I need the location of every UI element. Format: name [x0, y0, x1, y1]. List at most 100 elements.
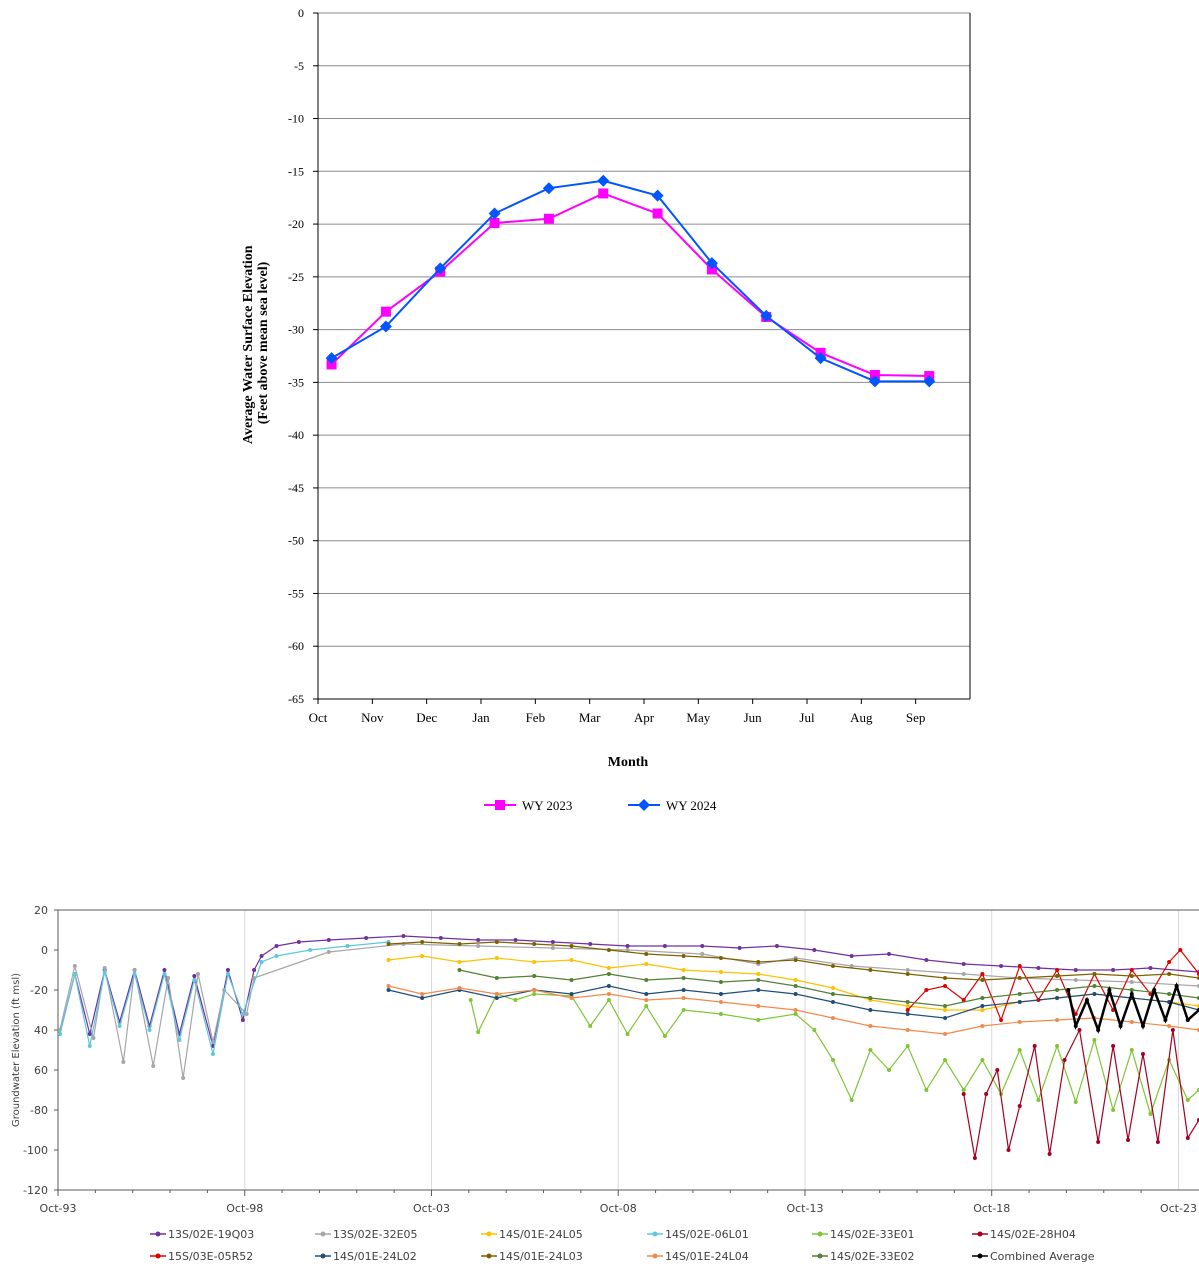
- c2-data-point: [588, 942, 593, 946]
- c1-legend-marker: [638, 799, 650, 811]
- c2-data-point: [756, 960, 761, 964]
- c2-data-point: [386, 988, 391, 992]
- c1-legend-label: WY 2024: [666, 798, 717, 813]
- c2-data-point: [162, 972, 167, 976]
- c2-data-point: [905, 1004, 910, 1008]
- c2-data-point: [905, 972, 910, 976]
- c1-ytick-label: -25: [288, 270, 304, 284]
- c2-xtick-label: Oct-98: [226, 1202, 263, 1215]
- c2-data-point: [1055, 988, 1060, 992]
- c2-data-point: [532, 942, 537, 946]
- c1-data-point: [542, 182, 555, 195]
- c2-data-point: [1092, 972, 1097, 976]
- c2-legend-label: 14S/01E-24L02: [333, 1250, 417, 1263]
- c1-data-point: [869, 369, 880, 380]
- c2-data-point: [943, 1016, 948, 1020]
- c2-legend: 13S/02E-19Q03 13S/02E-32E05 14S/01E-24L05 1…: [150, 1228, 1095, 1263]
- c2-legend-label: 13S/02E-32E05: [333, 1228, 418, 1241]
- c2-data-point: [887, 952, 892, 956]
- c2-legend-label: 14S/01E-24L03: [499, 1250, 583, 1263]
- c2-data-point: [420, 940, 425, 944]
- c2-data-point: [386, 984, 391, 988]
- c1-series: [325, 174, 936, 388]
- c2-data-point: [457, 942, 462, 946]
- c2-series-4: [57, 940, 391, 1056]
- c2-data-point: [177, 1038, 182, 1042]
- c2-data-point: [1077, 1028, 1082, 1032]
- c2-data-point: [1036, 966, 1041, 970]
- c2-data-point: [457, 960, 462, 964]
- c2-legend-marker: [320, 1231, 326, 1237]
- c1-data-point: [598, 188, 609, 199]
- c2-data-point: [606, 998, 611, 1002]
- c2-data-point: [1185, 1098, 1190, 1102]
- c1-xtick-label: Sep: [906, 710, 926, 725]
- c2-data-point: [532, 974, 537, 978]
- c2-data-point: [166, 976, 171, 980]
- c2-data-point: [87, 1044, 92, 1048]
- c2-data-point: [1140, 1024, 1145, 1028]
- c1-ytick-label: -10: [288, 112, 304, 126]
- c1-ytick-label: -50: [288, 534, 304, 548]
- c2-data-point: [1170, 1028, 1175, 1032]
- c2-data-point: [420, 992, 425, 996]
- c2-data-point: [849, 964, 854, 968]
- c2-legend-marker: [486, 1253, 492, 1259]
- c2-data-point: [905, 968, 910, 972]
- c1-x-axis-title: Month: [608, 755, 649, 770]
- c2-data-point: [225, 968, 230, 972]
- c2-data-point: [192, 974, 197, 978]
- c2-data-point: [1073, 1012, 1078, 1016]
- c2-data-point: [961, 962, 966, 966]
- c2-ytick-label: 40: [34, 1024, 48, 1037]
- c2-data-point: [793, 984, 798, 988]
- c2-ytick-label: 60: [34, 1064, 48, 1077]
- c2-data-point: [625, 948, 630, 952]
- c2-data-point: [274, 954, 279, 958]
- c2-data-point: [718, 1012, 723, 1016]
- c2-data-point: [147, 1028, 152, 1032]
- c2-legend-marker: [486, 1231, 492, 1237]
- c1-xtick-label: Aug: [850, 710, 873, 725]
- c2-data-point: [943, 984, 948, 988]
- c2-data-point: [980, 972, 985, 976]
- c2-data-point: [569, 944, 574, 948]
- c2-data-point: [849, 1098, 854, 1102]
- c2-data-point: [980, 1024, 985, 1028]
- c2-data-point: [700, 944, 705, 948]
- c2-data-point: [812, 1028, 817, 1032]
- c2-data-point: [151, 1064, 156, 1068]
- c1-series-2: [325, 174, 936, 388]
- c2-legend-label: 14S/02E-28H04: [990, 1228, 1076, 1241]
- c1-data-point: [380, 306, 391, 317]
- c2-data-point: [181, 1076, 186, 1080]
- c2-series-11: [457, 968, 1199, 1008]
- c2-data-point: [532, 992, 537, 996]
- c2-series-line: [388, 955, 1199, 1011]
- c2-data-point: [606, 972, 611, 976]
- c2-ytick-label: -120: [23, 1184, 48, 1197]
- c2-data-point: [117, 1024, 122, 1028]
- c2-data-point: [386, 958, 391, 962]
- c2-data-point: [1129, 968, 1134, 972]
- c2-data-point: [386, 942, 391, 946]
- c2-data-point: [72, 964, 77, 968]
- c2-data-point: [1073, 978, 1078, 982]
- c2-data-point: [1017, 964, 1022, 968]
- c2-data-point: [1185, 1136, 1190, 1140]
- c2-data-point: [244, 1012, 249, 1016]
- c2-ytick-label: -80: [30, 1104, 48, 1117]
- c2-data-point: [476, 938, 481, 942]
- c2-axes: [54, 909, 1199, 1196]
- c2-data-point: [1047, 1152, 1052, 1156]
- c2-data-point: [1174, 984, 1179, 988]
- c1-data-point: [706, 264, 717, 275]
- c2-data-point: [905, 1008, 910, 1012]
- c2-series: [57, 934, 1199, 1160]
- c2-data-point: [905, 1044, 910, 1048]
- c1-ytick-label: -5: [294, 59, 304, 73]
- c2-data-point: [830, 992, 835, 996]
- c2-data-point: [252, 968, 257, 972]
- c2-data-point: [532, 988, 537, 992]
- c2-data-point: [980, 1058, 985, 1062]
